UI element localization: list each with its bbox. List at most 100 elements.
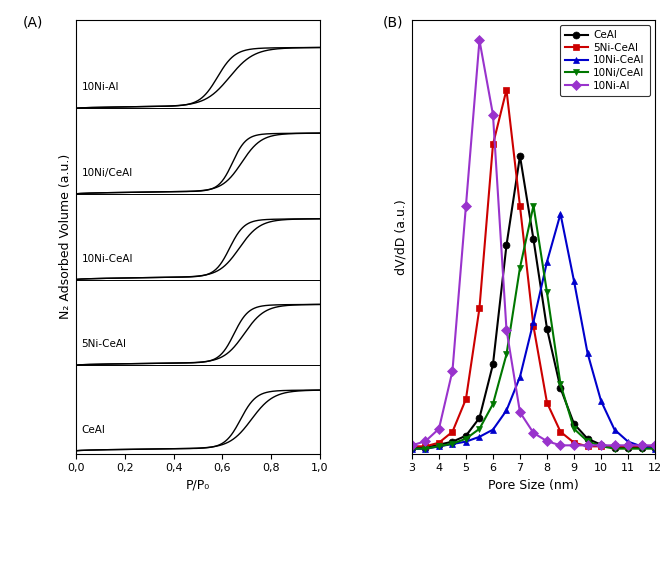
5Ni-CeAl bbox=[583, 443, 591, 450]
5Ni-CeAl bbox=[503, 87, 511, 94]
10Ni-CeAl bbox=[408, 446, 416, 452]
10Ni-CeAl bbox=[570, 278, 578, 285]
10Ni-Al bbox=[638, 442, 646, 448]
5Ni-CeAl bbox=[597, 443, 605, 450]
10Ni-CeAl bbox=[583, 349, 591, 356]
CeAl bbox=[448, 438, 456, 445]
10Ni-Al bbox=[583, 442, 591, 448]
10Ni/CeAl bbox=[651, 445, 659, 452]
10Ni/CeAl bbox=[435, 443, 443, 450]
10Ni/CeAl bbox=[624, 445, 632, 452]
Line: 10Ni/CeAl: 10Ni/CeAl bbox=[408, 202, 658, 452]
10Ni/CeAl bbox=[489, 401, 497, 408]
10Ni/CeAl bbox=[462, 435, 470, 442]
CeAl bbox=[543, 325, 551, 332]
CeAl bbox=[489, 361, 497, 368]
10Ni/CeAl bbox=[597, 443, 605, 450]
10Ni-CeAl bbox=[624, 438, 632, 445]
CeAl bbox=[597, 441, 605, 448]
10Ni-Al bbox=[408, 442, 416, 448]
Text: (A): (A) bbox=[23, 15, 43, 29]
Line: 5Ni-CeAl: 5Ni-CeAl bbox=[408, 86, 658, 450]
Line: 10Ni-CeAl: 10Ni-CeAl bbox=[408, 210, 658, 452]
10Ni-Al bbox=[557, 442, 565, 448]
5Ni-CeAl bbox=[489, 141, 497, 148]
10Ni-CeAl bbox=[435, 443, 443, 450]
CeAl bbox=[570, 421, 578, 428]
10Ni/CeAl bbox=[422, 445, 430, 452]
5Ni-CeAl bbox=[638, 443, 646, 450]
CeAl bbox=[503, 242, 511, 249]
5Ni-CeAl bbox=[475, 304, 483, 311]
CeAl bbox=[435, 441, 443, 448]
10Ni-Al bbox=[448, 367, 456, 374]
CeAl bbox=[610, 445, 618, 451]
X-axis label: P/P₀: P/P₀ bbox=[186, 479, 210, 492]
5Ni-CeAl bbox=[570, 439, 578, 446]
10Ni-Al bbox=[610, 442, 618, 448]
10Ni/CeAl bbox=[516, 264, 524, 271]
CeAl bbox=[408, 445, 416, 451]
CeAl bbox=[583, 435, 591, 442]
Text: (B): (B) bbox=[383, 15, 403, 29]
10Ni-CeAl bbox=[651, 446, 659, 452]
10Ni-Al bbox=[516, 409, 524, 416]
5Ni-CeAl bbox=[408, 443, 416, 450]
10Ni-Al bbox=[651, 442, 659, 448]
Line: 10Ni-Al: 10Ni-Al bbox=[408, 37, 658, 449]
CeAl bbox=[624, 445, 632, 451]
Y-axis label: dV/dD (a.u.): dV/dD (a.u.) bbox=[395, 199, 408, 274]
10Ni-Al bbox=[597, 442, 605, 448]
10Ni-Al bbox=[489, 111, 497, 118]
CeAl bbox=[638, 445, 646, 451]
10Ni/CeAl bbox=[610, 445, 618, 452]
10Ni-CeAl bbox=[489, 426, 497, 433]
CeAl bbox=[462, 433, 470, 439]
10Ni-CeAl bbox=[448, 441, 456, 447]
10Ni/CeAl bbox=[448, 441, 456, 447]
5Ni-CeAl bbox=[422, 443, 430, 450]
CeAl bbox=[557, 385, 565, 392]
5Ni-CeAl bbox=[448, 429, 456, 435]
5Ni-CeAl bbox=[557, 429, 565, 435]
10Ni-Al bbox=[422, 438, 430, 445]
10Ni/CeAl bbox=[475, 425, 483, 432]
10Ni-CeAl bbox=[516, 374, 524, 380]
Text: 10Ni/CeAl: 10Ni/CeAl bbox=[81, 168, 132, 178]
10Ni-Al bbox=[435, 425, 443, 432]
10Ni-CeAl bbox=[610, 426, 618, 433]
10Ni/CeAl bbox=[503, 351, 511, 358]
CeAl bbox=[651, 445, 659, 451]
10Ni/CeAl bbox=[570, 425, 578, 432]
10Ni/CeAl bbox=[543, 289, 551, 296]
10Ni/CeAl bbox=[583, 438, 591, 445]
10Ni-Al bbox=[624, 442, 632, 448]
10Ni-CeAl bbox=[503, 407, 511, 414]
X-axis label: Pore Size (nm): Pore Size (nm) bbox=[488, 479, 579, 492]
10Ni/CeAl bbox=[638, 445, 646, 452]
10Ni-Al bbox=[503, 326, 511, 333]
10Ni-CeAl bbox=[543, 259, 551, 265]
CeAl bbox=[422, 445, 430, 451]
10Ni-CeAl bbox=[597, 397, 605, 404]
CeAl bbox=[475, 414, 483, 421]
10Ni-CeAl bbox=[529, 318, 537, 325]
10Ni-Al bbox=[529, 430, 537, 437]
Y-axis label: N₂ Adsorbed Volume (a.u.): N₂ Adsorbed Volume (a.u.) bbox=[59, 154, 72, 319]
10Ni-Al bbox=[543, 438, 551, 445]
10Ni/CeAl bbox=[557, 381, 565, 388]
Text: 10Ni-Al: 10Ni-Al bbox=[81, 82, 119, 92]
5Ni-CeAl bbox=[610, 443, 618, 450]
Text: CeAl: CeAl bbox=[81, 425, 105, 435]
CeAl bbox=[516, 153, 524, 159]
5Ni-CeAl bbox=[529, 323, 537, 329]
10Ni-CeAl bbox=[557, 210, 565, 217]
5Ni-CeAl bbox=[435, 439, 443, 446]
10Ni-CeAl bbox=[638, 443, 646, 450]
Text: 5Ni-CeAl: 5Ni-CeAl bbox=[81, 339, 126, 349]
Text: 10Ni-CeAl: 10Ni-CeAl bbox=[81, 253, 133, 264]
5Ni-CeAl bbox=[516, 203, 524, 210]
10Ni/CeAl bbox=[529, 202, 537, 209]
Line: CeAl: CeAl bbox=[408, 153, 658, 451]
5Ni-CeAl bbox=[651, 443, 659, 450]
